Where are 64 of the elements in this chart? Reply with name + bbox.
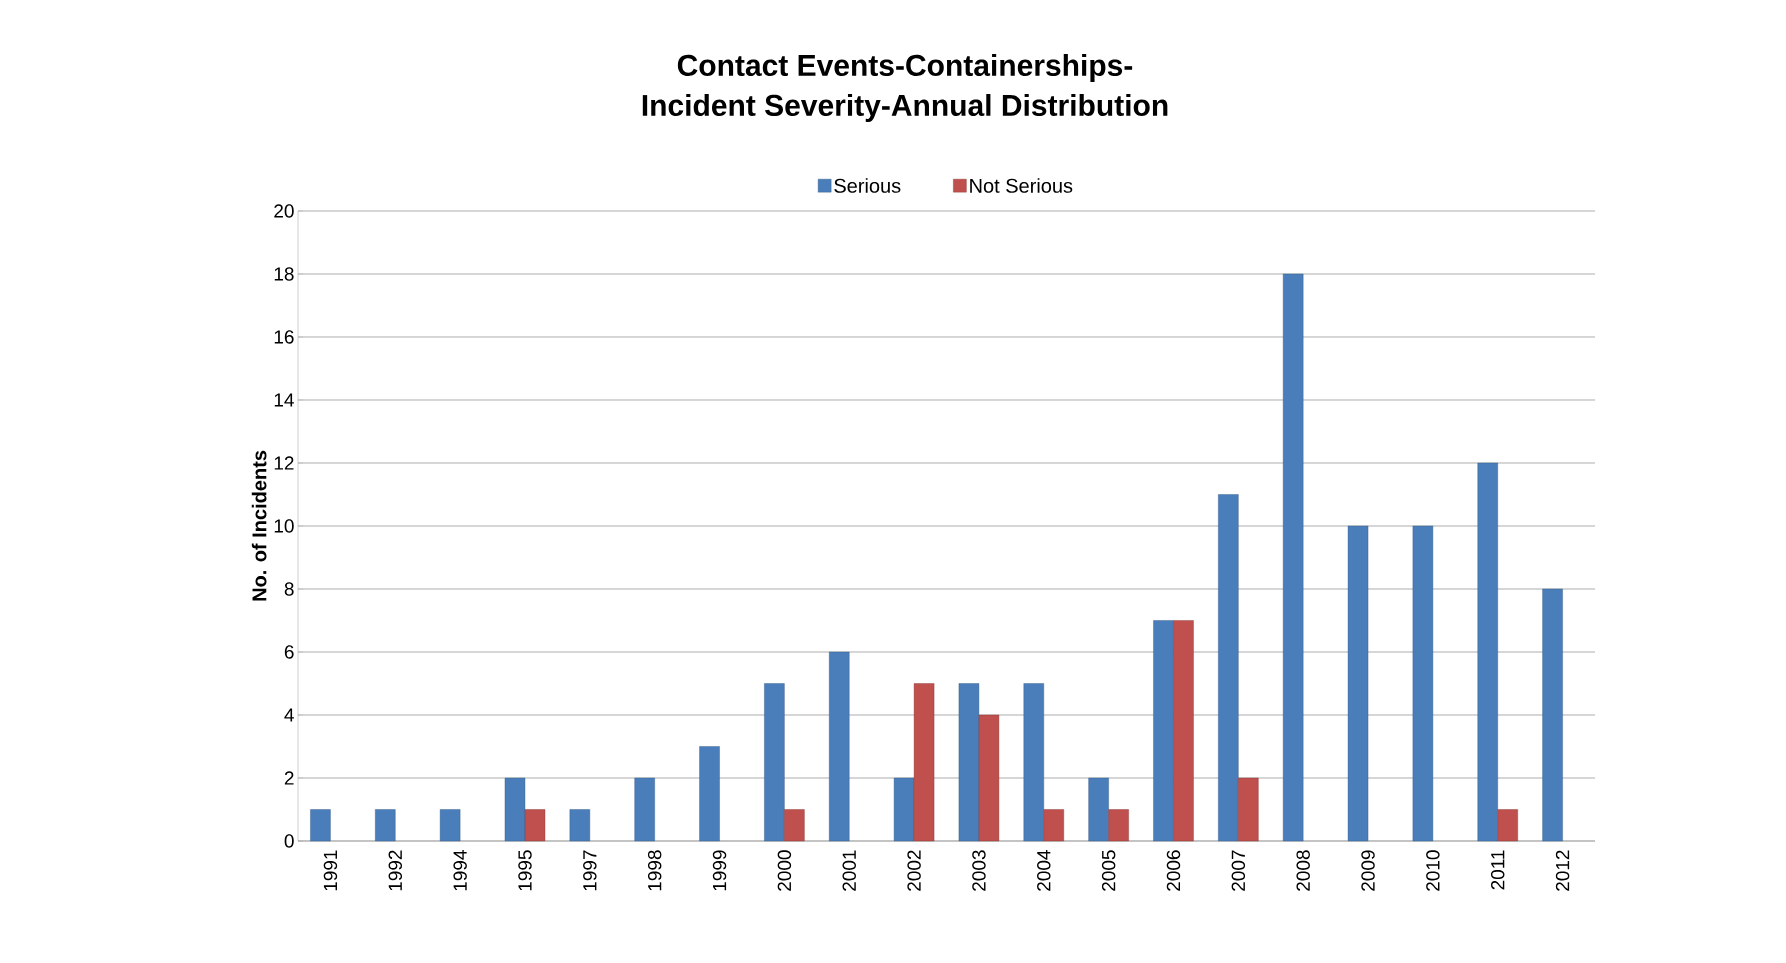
bar: [1043, 809, 1064, 842]
y-tick-label: 0: [284, 834, 294, 848]
x-tick-label: 2003: [972, 850, 986, 891]
bar: [1282, 273, 1304, 842]
bar: [375, 809, 396, 842]
x-tick-label: 2006: [1166, 850, 1181, 891]
bar: [1088, 777, 1109, 842]
bar: [1218, 494, 1239, 842]
y-axis-title: No. of Incidents: [251, 450, 267, 601]
x-tick-label: 2011: [1491, 850, 1505, 890]
legend-label: Serious: [834, 178, 901, 193]
x-tick-label: 1999: [712, 850, 727, 891]
bar: [1477, 462, 1498, 842]
bar: [1412, 525, 1434, 842]
x-tick-label: 2012: [1555, 850, 1570, 891]
bar: [1173, 620, 1194, 842]
bar: [699, 746, 720, 842]
bar: [439, 809, 461, 842]
bar: [1347, 525, 1369, 842]
bar: [310, 809, 331, 842]
y-tick-label: 2: [284, 771, 294, 785]
x-tick-label: 1992: [388, 850, 403, 891]
bar: [1238, 777, 1259, 842]
bar: [913, 683, 935, 842]
y-tick-label: 8: [284, 582, 294, 596]
bar: [1108, 809, 1129, 842]
y-tick-label: 12: [274, 456, 294, 470]
x-tick-label: 2002: [907, 850, 921, 891]
bar: [1542, 588, 1563, 842]
legend-label: Not Serious: [970, 178, 1073, 193]
y-tick-label: 6: [284, 645, 294, 659]
x-tick-label: 1998: [647, 850, 662, 891]
bar: [1497, 809, 1518, 842]
bar: [569, 809, 591, 842]
bar: [893, 777, 915, 842]
x-tick-label: 1994: [453, 850, 467, 891]
x-tick-label: 2005: [1101, 850, 1116, 891]
x-tick-label: 2007: [1231, 850, 1246, 891]
bar: [504, 777, 526, 842]
bar: [524, 809, 546, 842]
bar: [1153, 620, 1174, 842]
y-tick-label: 18: [274, 267, 294, 281]
bar: [1023, 683, 1044, 842]
bar: [958, 683, 980, 842]
x-tick-label: 2010: [1426, 850, 1440, 891]
bar: [829, 651, 850, 842]
x-tick-label: 2008: [1296, 850, 1310, 891]
x-tick-label: 1995: [518, 850, 532, 891]
y-tick-label: 4: [284, 708, 294, 722]
x-tick-label: 2001: [842, 850, 856, 891]
bar: [764, 683, 785, 842]
y-tick-label: 10: [274, 519, 294, 533]
bar: [634, 777, 655, 842]
x-tick-label: 1991: [323, 850, 338, 891]
bar: [784, 809, 805, 842]
y-tick-label: 16: [274, 330, 294, 344]
chart-title: Contact Events-Containerships- Incident Severity-Annual Distribution: [642, 54, 1168, 122]
x-tick-label: 2004: [1037, 850, 1051, 891]
y-tick-label: 14: [274, 393, 294, 407]
bar: [978, 714, 1000, 842]
x-tick-label: 2009: [1361, 850, 1375, 891]
x-tick-label: 2000: [777, 850, 792, 891]
x-tick-label: 1997: [583, 850, 597, 891]
y-tick-label: 20: [274, 204, 294, 218]
